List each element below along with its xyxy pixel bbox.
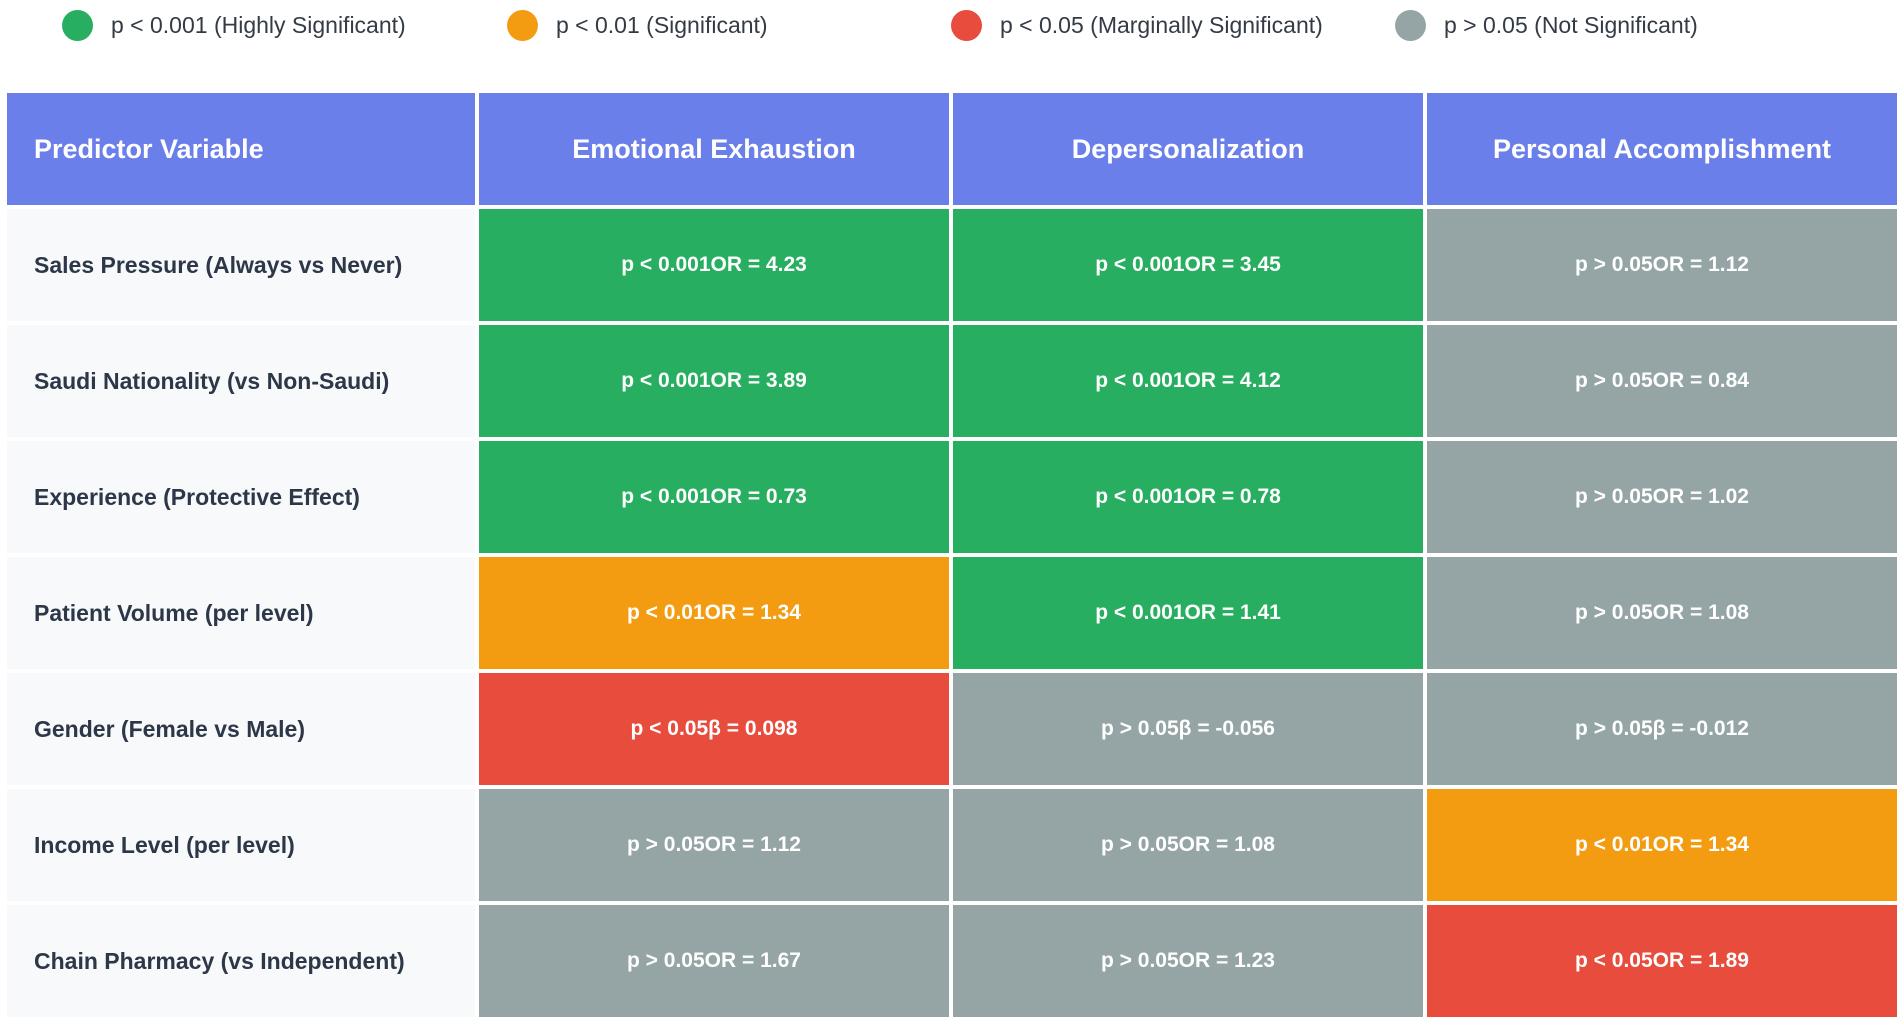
row-label: Patient Volume (per level) bbox=[7, 557, 475, 669]
result-cell: p < 0.001 OR = 1.41 bbox=[953, 557, 1423, 669]
effect-size: OR = 3.89 bbox=[710, 369, 807, 392]
result-cell: p > 0.05 OR = 0.84 bbox=[1427, 325, 1897, 437]
result-cell: p > 0.05 β = -0.012 bbox=[1427, 673, 1897, 785]
result-cell: p < 0.001 OR = 4.12 bbox=[953, 325, 1423, 437]
p-value: p > 0.05 bbox=[627, 949, 705, 972]
effect-size: OR = 1.02 bbox=[1652, 485, 1749, 508]
p-value: p < 0.01 bbox=[627, 601, 705, 624]
result-cell: p < 0.01 OR = 1.34 bbox=[479, 557, 949, 669]
legend-label: p < 0.05 (Marginally Significant) bbox=[1000, 11, 1323, 38]
row-label: Income Level (per level) bbox=[7, 789, 475, 901]
legend-label: p > 0.05 (Not Significant) bbox=[1444, 11, 1698, 38]
legend-item-highly-significant: p < 0.001 (Highly Significant) bbox=[62, 9, 406, 41]
result-cell: p < 0.001 OR = 3.45 bbox=[953, 209, 1423, 321]
effect-size: OR = 1.23 bbox=[1178, 949, 1275, 972]
effect-size: OR = 0.73 bbox=[710, 485, 807, 508]
result-cell: p > 0.05 β = -0.056 bbox=[953, 673, 1423, 785]
column-header-personal-accomplishment: Personal Accomplishment bbox=[1427, 93, 1897, 205]
legend-swatch bbox=[1395, 9, 1426, 41]
row-label: Experience (Protective Effect) bbox=[7, 441, 475, 553]
column-header-depersonalization: Depersonalization bbox=[953, 93, 1423, 205]
effect-size: β = 0.098 bbox=[708, 717, 798, 740]
result-cell: p > 0.05 OR = 1.08 bbox=[953, 789, 1423, 901]
legend-swatch bbox=[507, 9, 538, 41]
effect-size: OR = 1.34 bbox=[704, 601, 801, 624]
p-value: p < 0.05 bbox=[630, 717, 709, 740]
effect-size: β = -0.056 bbox=[1178, 717, 1275, 740]
row-label: Saudi Nationality (vs Non-Saudi) bbox=[7, 325, 475, 437]
legend-label: p < 0.001 (Highly Significant) bbox=[111, 11, 406, 38]
p-value: p < 0.001 bbox=[621, 253, 711, 276]
p-value: p < 0.001 bbox=[1095, 253, 1185, 276]
effect-size: OR = 1.67 bbox=[704, 949, 801, 972]
result-cell: p > 0.05 OR = 1.67 bbox=[479, 905, 949, 1017]
column-header-emotional-exhaustion: Emotional Exhaustion bbox=[479, 93, 949, 205]
result-cell: p > 0.05 OR = 1.08 bbox=[1427, 557, 1897, 669]
p-value: p < 0.05 bbox=[1575, 949, 1653, 972]
effect-size: OR = 1.08 bbox=[1178, 833, 1275, 856]
effect-size: OR = 1.12 bbox=[704, 833, 801, 856]
effect-size: OR = 1.08 bbox=[1652, 601, 1749, 624]
p-value: p > 0.05 bbox=[627, 833, 705, 856]
p-value: p < 0.01 bbox=[1575, 833, 1653, 856]
result-cell: p < 0.001 OR = 0.78 bbox=[953, 441, 1423, 553]
legend-item-not-significant: p > 0.05 (Not Significant) bbox=[1395, 9, 1698, 41]
result-cell: p < 0.001 OR = 4.23 bbox=[479, 209, 949, 321]
effect-size: OR = 4.12 bbox=[1184, 369, 1281, 392]
p-value: p > 0.05 bbox=[1575, 717, 1653, 740]
column-header-predictor: Predictor Variable bbox=[7, 93, 475, 205]
p-value: p < 0.001 bbox=[1095, 369, 1185, 392]
result-cell: p < 0.05 β = 0.098 bbox=[479, 673, 949, 785]
result-cell: p < 0.001 OR = 0.73 bbox=[479, 441, 949, 553]
result-cell: p < 0.001 OR = 3.89 bbox=[479, 325, 949, 437]
row-label: Sales Pressure (Always vs Never) bbox=[7, 209, 475, 321]
p-value: p > 0.05 bbox=[1101, 949, 1179, 972]
effect-size: OR = 1.41 bbox=[1184, 601, 1281, 624]
p-value: p > 0.05 bbox=[1575, 601, 1653, 624]
p-value: p < 0.001 bbox=[1095, 485, 1185, 508]
result-cell: p < 0.01 OR = 1.34 bbox=[1427, 789, 1897, 901]
effect-size: OR = 0.78 bbox=[1184, 485, 1281, 508]
legend-item-marginally-significant: p < 0.05 (Marginally Significant) bbox=[951, 9, 1323, 41]
p-value: p > 0.05 bbox=[1575, 253, 1653, 276]
legend-swatch bbox=[62, 9, 93, 41]
p-value: p > 0.05 bbox=[1575, 485, 1653, 508]
p-value: p > 0.05 bbox=[1101, 717, 1179, 740]
legend: p < 0.001 (Highly Significant) p < 0.01 … bbox=[0, 0, 1901, 50]
result-cell: p > 0.05 OR = 1.12 bbox=[1427, 209, 1897, 321]
effect-size: OR = 1.34 bbox=[1652, 833, 1749, 856]
effect-size: OR = 0.84 bbox=[1652, 369, 1749, 392]
result-cell: p < 0.05 OR = 1.89 bbox=[1427, 905, 1897, 1017]
effect-size: OR = 3.45 bbox=[1184, 253, 1281, 276]
legend-swatch bbox=[951, 9, 982, 41]
result-cell: p > 0.05 OR = 1.23 bbox=[953, 905, 1423, 1017]
result-cell: p > 0.05 OR = 1.02 bbox=[1427, 441, 1897, 553]
significance-table: Predictor Variable Emotional Exhaustion … bbox=[7, 93, 1897, 1023]
p-value: p < 0.001 bbox=[1095, 601, 1185, 624]
row-label: Chain Pharmacy (vs Independent) bbox=[7, 905, 475, 1017]
p-value: p < 0.001 bbox=[621, 369, 711, 392]
effect-size: OR = 4.23 bbox=[710, 253, 807, 276]
effect-size: OR = 1.89 bbox=[1652, 949, 1749, 972]
legend-item-significant: p < 0.01 (Significant) bbox=[507, 9, 768, 41]
p-value: p > 0.05 bbox=[1101, 833, 1179, 856]
result-cell: p > 0.05 OR = 1.12 bbox=[479, 789, 949, 901]
p-value: p < 0.001 bbox=[621, 485, 711, 508]
p-value: p > 0.05 bbox=[1575, 369, 1653, 392]
effect-size: OR = 1.12 bbox=[1652, 253, 1749, 276]
row-label: Gender (Female vs Male) bbox=[7, 673, 475, 785]
legend-label: p < 0.01 (Significant) bbox=[556, 11, 768, 38]
effect-size: β = -0.012 bbox=[1652, 717, 1749, 740]
